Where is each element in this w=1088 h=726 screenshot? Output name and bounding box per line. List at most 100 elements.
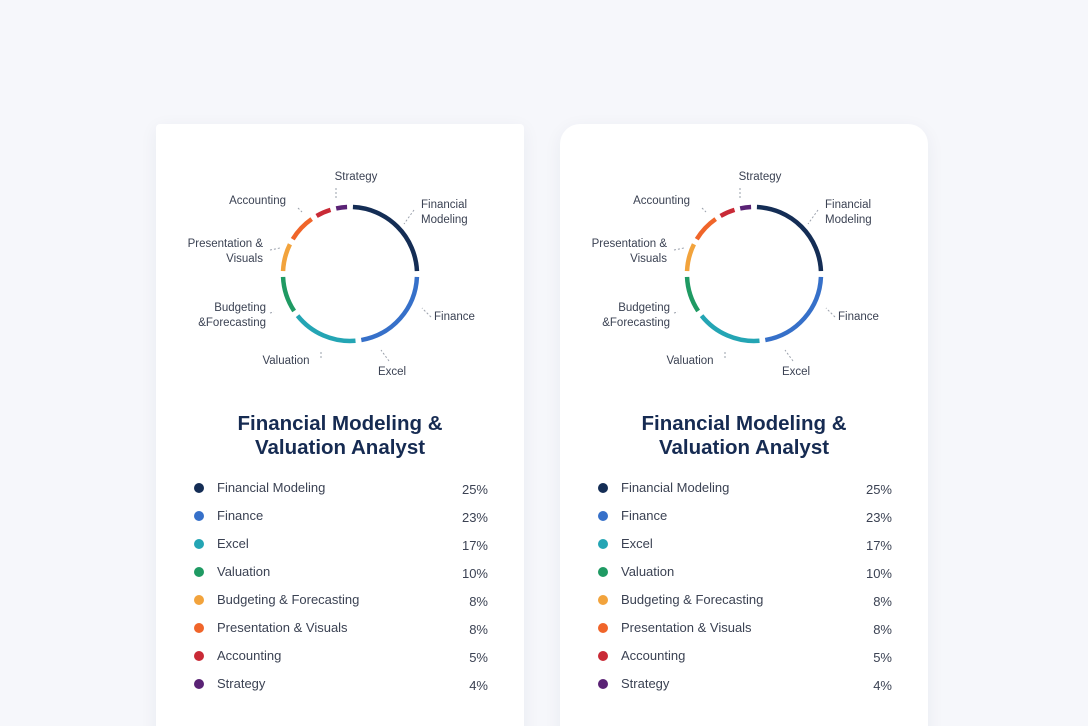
donut-segment-budgeting-and-forecasting	[684, 243, 696, 272]
legend-label: Budgeting & Forecasting	[217, 592, 360, 607]
legend-swatch	[598, 651, 608, 661]
donut-label-line: Strategy	[335, 171, 378, 183]
donut-label-line: Accounting	[229, 195, 286, 207]
donut-segment-finance	[764, 276, 824, 343]
donut-label-excel: Excel	[378, 366, 406, 378]
skills-legend: Financial Modeling 25% Finance 23% Excel 17% V…	[192, 478, 488, 702]
legend-swatch	[194, 567, 204, 577]
donut-segment-presentation-and-visuals	[290, 217, 314, 241]
legend-item-financial-modeling: Financial Modeling 25%	[192, 478, 488, 506]
legend-label: Financial Modeling	[621, 480, 730, 495]
donut-segment-excel	[699, 314, 760, 344]
donut-segment-valuation	[684, 276, 701, 313]
legend-label: Presentation & Visuals	[217, 620, 348, 635]
legend-item-strategy: Strategy 4%	[192, 674, 488, 702]
leader-line-excel	[784, 349, 794, 362]
skills-legend: Financial Modeling 25% Finance 23% Excel 17% V…	[596, 478, 892, 702]
donut-label-accounting: Accounting	[633, 195, 690, 207]
legend-swatch	[194, 539, 204, 549]
leader-line-finance	[825, 307, 836, 318]
legend-swatch	[598, 623, 608, 633]
leader-line-financial-modeling	[403, 209, 415, 225]
donut-segment-budgeting-and-forecasting	[280, 243, 292, 272]
donut-label-line: Accounting	[633, 195, 690, 207]
legend-value: 23%	[461, 510, 488, 525]
donut-label-line: Valuation	[262, 355, 309, 367]
legend-item-budgeting-and-forecasting: Budgeting & Forecasting 8%	[596, 590, 892, 618]
donut-label-accounting: Accounting	[229, 195, 286, 207]
leader-line-finance	[421, 307, 432, 318]
legend-label: Finance	[217, 508, 264, 523]
donut-label-excel: Excel	[782, 366, 810, 378]
legend-value: 17%	[461, 538, 488, 553]
donut-label-line: Budgeting	[618, 302, 670, 314]
legend-item-valuation: Valuation 10%	[192, 562, 488, 590]
donut-label-line: Modeling	[421, 214, 468, 226]
leader-line-excel	[380, 349, 390, 362]
legend-swatch	[194, 679, 204, 689]
legend-swatch	[194, 483, 204, 493]
legend-label: Valuation	[621, 564, 675, 579]
donut-label-valuation: Valuation	[262, 355, 309, 367]
legend-item-budgeting-and-forecasting: Budgeting & Forecasting 8%	[192, 590, 488, 618]
donut-label-finance: Finance	[434, 311, 475, 323]
legend-label: Excel	[621, 536, 653, 551]
legend-value: 5%	[873, 650, 892, 665]
legend-value: 4%	[873, 678, 892, 693]
legend-label: Strategy	[217, 676, 266, 691]
donut-label-line: Budgeting	[214, 302, 266, 314]
leader-line-budgeting	[269, 311, 275, 314]
legend-swatch	[194, 623, 204, 633]
donut-segment-strategy	[739, 204, 752, 211]
leader-line-presentation	[673, 247, 685, 251]
legend-item-presentation-and-visuals: Presentation & Visuals 8%	[192, 618, 488, 646]
donut-segment-accounting	[315, 207, 332, 218]
donut-label-line: Financial	[421, 199, 467, 211]
legend-swatch	[194, 511, 204, 521]
legend-value: 5%	[469, 650, 488, 665]
legend-value: 8%	[469, 594, 488, 609]
donut-segment-excel	[295, 314, 356, 344]
legend-item-presentation-and-visuals: Presentation & Visuals 8%	[596, 618, 892, 646]
legend-value: 10%	[865, 566, 892, 581]
legend-swatch	[598, 679, 608, 689]
donut-label-strategy: Strategy	[335, 171, 378, 183]
legend-label: Finance	[621, 508, 668, 523]
donut-label-presentation: Presentation & Visuals	[188, 238, 264, 265]
donut-label-financial-modeling: Financial Modeling	[825, 199, 872, 226]
donut-segment-valuation	[280, 276, 297, 313]
card-title-line-1: Financial Modeling &	[641, 412, 847, 435]
legend-item-finance: Finance 23%	[596, 506, 892, 534]
card-title: Financial Modeling & Valuation Analyst	[560, 412, 928, 460]
legend-value: 17%	[865, 538, 892, 553]
legend-item-finance: Finance 23%	[192, 506, 488, 534]
donut-label-line: Valuation	[666, 355, 713, 367]
legend-item-excel: Excel 17%	[596, 534, 892, 562]
legend-label: Accounting	[621, 648, 686, 663]
leader-line-budgeting	[673, 311, 679, 314]
legend-value: 25%	[865, 482, 892, 497]
donut-label-valuation: Valuation	[666, 355, 713, 367]
legend-item-excel: Excel 17%	[192, 534, 488, 562]
donut-label-strategy: Strategy	[739, 171, 782, 183]
legend-label: Strategy	[621, 676, 670, 691]
legend-value: 8%	[873, 594, 892, 609]
legend-label: Accounting	[217, 648, 282, 663]
legend-swatch	[598, 539, 608, 549]
leader-line-presentation	[269, 247, 281, 251]
legend-swatch	[598, 483, 608, 493]
donut-label-line: Visuals	[226, 253, 263, 265]
legend-swatch	[598, 567, 608, 577]
card-title: Financial Modeling & Valuation Analyst	[156, 412, 524, 460]
donut-label-line: Strategy	[739, 171, 782, 183]
skills-donut-chart: Strategy Financial Modeling Finance Excel Val…	[592, 171, 879, 378]
legend-value: 10%	[461, 566, 488, 581]
donut-label-budgeting: Budgeting &Forecasting	[198, 302, 266, 329]
legend-swatch	[598, 595, 608, 605]
skills-card-2: Strategy Financial Modeling Finance Excel Val…	[560, 124, 928, 726]
donut-segment-strategy	[335, 204, 348, 211]
legend-item-accounting: Accounting 5%	[596, 646, 892, 674]
legend-item-accounting: Accounting 5%	[192, 646, 488, 674]
legend-label: Budgeting & Forecasting	[621, 592, 764, 607]
